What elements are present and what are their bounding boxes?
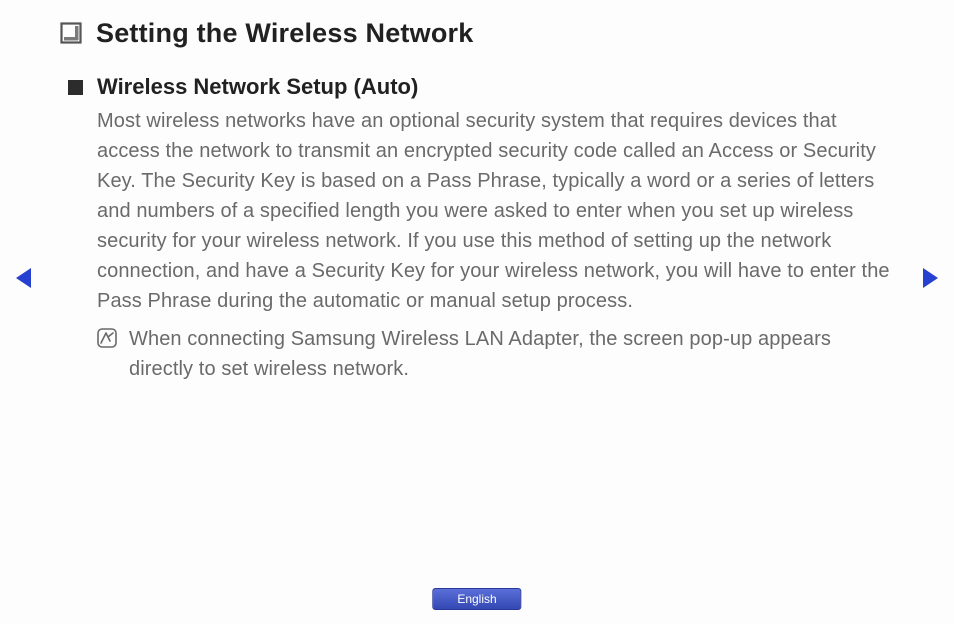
section-body: Most wireless networks have an optional …	[97, 106, 892, 316]
section-title: Wireless Network Setup (Auto)	[97, 74, 418, 100]
page-root: Setting the Wireless Network Wireless Ne…	[0, 0, 954, 624]
note-text: When connecting Samsung Wireless LAN Ada…	[129, 324, 892, 384]
language-badge[interactable]: English	[432, 588, 521, 610]
nav-prev-button[interactable]	[16, 268, 31, 288]
main-title-row: Setting the Wireless Network	[60, 18, 914, 49]
page-title: Setting the Wireless Network	[96, 18, 473, 49]
section: Wireless Network Setup (Auto) Most wirel…	[68, 74, 892, 384]
checkbox-icon	[60, 22, 82, 44]
note-icon	[97, 328, 117, 348]
nav-next-button[interactable]	[923, 268, 938, 288]
note-row: When connecting Samsung Wireless LAN Ada…	[97, 324, 892, 384]
square-bullet-icon	[68, 80, 83, 95]
section-title-row: Wireless Network Setup (Auto)	[68, 74, 892, 100]
